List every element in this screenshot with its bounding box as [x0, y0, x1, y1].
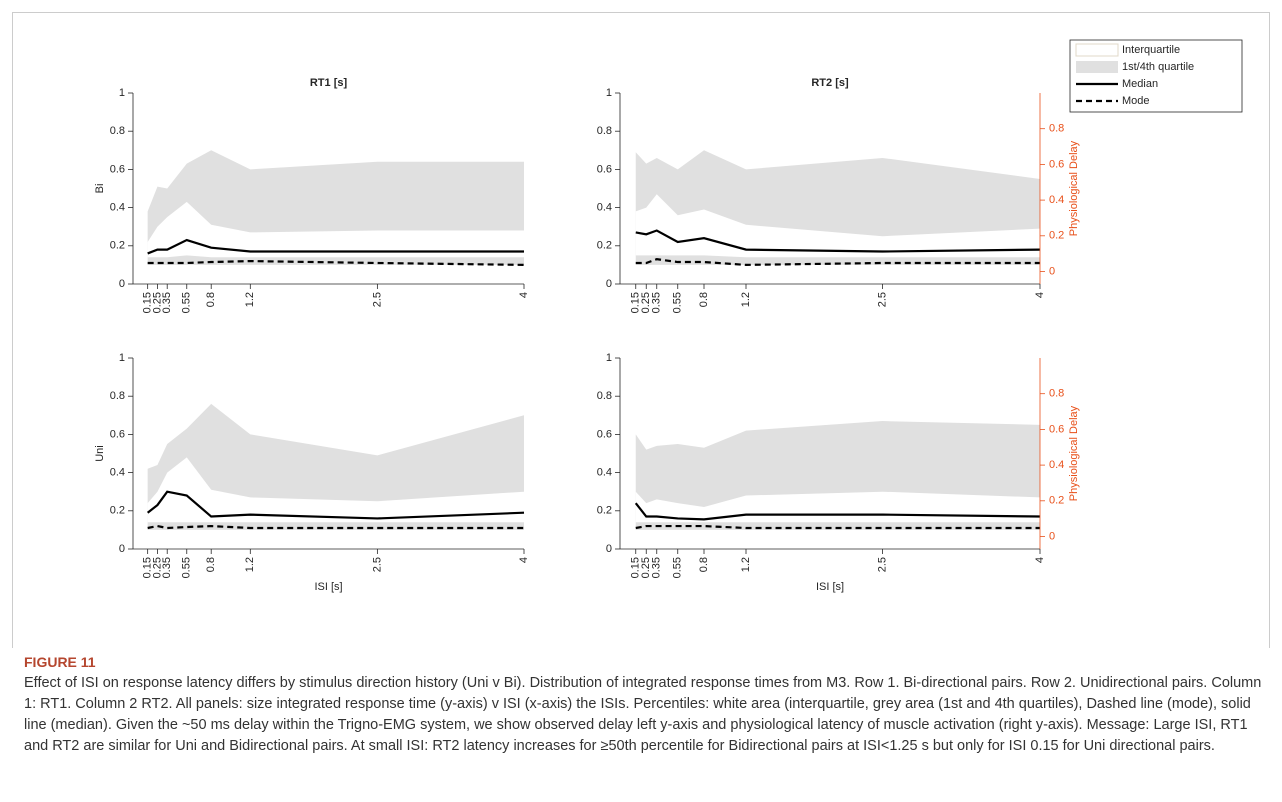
x-tick-label: 2.5 — [371, 292, 383, 307]
y-tick-label: 0.4 — [597, 467, 612, 479]
y-tick-label: 0.2 — [110, 240, 125, 252]
y-tick-label: 1 — [119, 352, 125, 364]
panel-title: RT1 [s] — [310, 77, 348, 89]
legend-label: Median — [1122, 78, 1158, 90]
x-tick-label: 2.5 — [876, 292, 888, 307]
x-tick-label: 0.35 — [161, 292, 173, 313]
y-tick-label: 1 — [606, 87, 612, 99]
x-tick-label: 1.2 — [740, 557, 752, 572]
y2-tick-label: 0.8 — [1049, 123, 1064, 135]
y-tick-label: 0.2 — [597, 505, 612, 517]
y2-tick-label: 0.8 — [1049, 388, 1064, 400]
median-line — [147, 238, 524, 255]
x-axis-label: ISI [s] — [816, 581, 844, 593]
x-tick-label: 1.2 — [740, 292, 752, 307]
mode-line — [635, 524, 1040, 530]
x-tick-label: 0.25 — [151, 557, 163, 578]
caption-text: Effect of ISI on response latency differ… — [24, 675, 1262, 754]
legend-label: 1st/4th quartile — [1122, 61, 1194, 73]
x-tick-label: 0.55 — [181, 557, 193, 578]
y-tick-label: 0.2 — [597, 240, 612, 252]
median-line — [146, 490, 525, 520]
x-tick-label: 4 — [518, 292, 530, 298]
y2-tick-label: 0 — [1049, 530, 1055, 542]
x-tick-label: 0.8 — [205, 557, 217, 572]
mode-line — [635, 258, 1040, 267]
y-tick-label: 0.8 — [110, 390, 125, 402]
y-tick-label: 0.4 — [110, 467, 125, 479]
y2-tick-label: 0.2 — [1049, 230, 1064, 242]
x-tick-label: 0.35 — [651, 557, 663, 578]
y-axis-label: Uni — [94, 445, 106, 462]
y-tick-label: 0 — [119, 543, 125, 555]
y2-tick-label: 0.4 — [1049, 194, 1064, 206]
y-tick-label: 0.4 — [110, 202, 125, 214]
x-tick-label: 2.5 — [876, 557, 888, 572]
y-tick-label: 0 — [606, 278, 612, 290]
x-tick-label: 0.55 — [181, 292, 193, 313]
y2-tick-label: 0.4 — [1049, 459, 1064, 471]
y-tick-label: 0.6 — [110, 163, 125, 175]
y-tick-label: 0 — [606, 543, 612, 555]
x-tick-label: 0.25 — [151, 292, 163, 313]
y2-tick-label: 0.2 — [1049, 495, 1064, 507]
y2-tick-label: 0 — [1049, 265, 1055, 277]
x-tick-label: 0.15 — [630, 557, 642, 578]
y-tick-label: 0.8 — [597, 125, 612, 137]
x-tick-label: 0.15 — [630, 292, 642, 313]
y2-tick-label: 0.6 — [1049, 158, 1064, 170]
figure: 00.20.40.60.810.150.250.35 0.55 0.8 1.2 2.5 4… — [94, 39, 1243, 593]
y-tick-label: 0.8 — [597, 390, 612, 402]
y2-axis-label: Physiological Delay — [1068, 140, 1080, 236]
legend-label: Mode — [1122, 95, 1150, 107]
y-tick-label: 0.2 — [110, 505, 125, 517]
x-tick-label: 0.55 — [672, 292, 684, 313]
caption: FIGURE 11 Effect of ISI on response late… — [24, 652, 1262, 757]
y-tick-label: 0.6 — [110, 428, 125, 440]
x-tick-label: 0.8 — [698, 557, 710, 572]
x-tick-label: 0.8 — [698, 292, 710, 307]
y-tick-label: 1 — [119, 87, 125, 99]
x-tick-label: 0.55 — [672, 557, 684, 578]
y-tick-label: 0.6 — [597, 163, 612, 175]
x-tick-label: 0.8 — [205, 292, 217, 307]
x-tick-label: 1.2 — [244, 292, 256, 307]
caption-label: FIGURE 11 — [24, 654, 96, 670]
legend-swatch — [1076, 61, 1118, 73]
x-tick-label: 4 — [1034, 557, 1046, 563]
x-tick-label: 0.35 — [651, 292, 663, 313]
figure-frame — [12, 12, 1270, 648]
y2-axis-label: Physiological Delay — [1068, 405, 1080, 501]
x-tick-label: 0.35 — [161, 557, 173, 578]
x-tick-label: 0.25 — [640, 292, 652, 313]
y-axis-label: Bi — [94, 184, 106, 194]
x-tick-label: 1.2 — [244, 557, 256, 572]
x-tick-label: 0.15 — [142, 292, 154, 313]
mode-line — [147, 259, 525, 266]
quartile-band — [635, 194, 1040, 258]
x-tick-label: 2.5 — [371, 557, 383, 572]
y-tick-label: 1 — [606, 352, 612, 364]
y2-tick-label: 0.6 — [1049, 423, 1064, 435]
x-tick-label: 4 — [1034, 292, 1046, 298]
quartile-band — [147, 201, 524, 258]
y-tick-label: 0.6 — [597, 428, 612, 440]
mode-line — [147, 524, 524, 530]
x-tick-label: 0.15 — [142, 557, 154, 578]
panel-title: RT2 [s] — [811, 77, 849, 89]
y-tick-label: 0.8 — [110, 125, 125, 137]
y-tick-label: 0.4 — [597, 202, 612, 214]
x-tick-label: 4 — [518, 557, 530, 563]
x-tick-label: 0.25 — [640, 557, 652, 578]
legend-swatch — [1075, 43, 1119, 57]
y-tick-label: 0 — [119, 278, 125, 290]
legend-label: Interquartile — [1122, 44, 1180, 56]
x-axis-label: ISI [s] — [314, 581, 342, 593]
median-line — [635, 229, 1041, 253]
quartile-band — [147, 457, 524, 523]
median-line — [634, 502, 1041, 521]
